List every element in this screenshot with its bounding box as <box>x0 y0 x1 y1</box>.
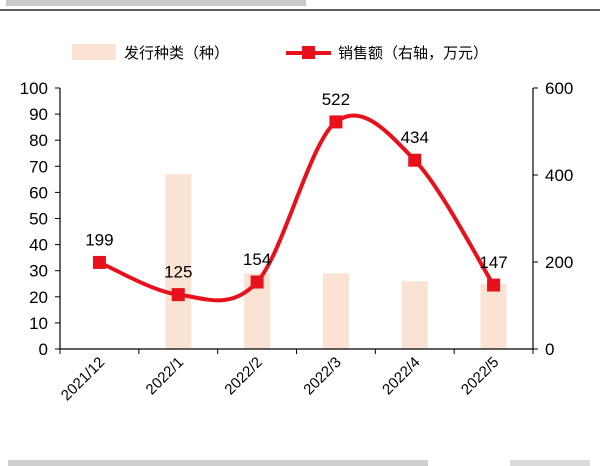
bar <box>165 174 192 349</box>
y-left-tick-label: 40 <box>29 236 48 255</box>
x-category-label: 2022/3 <box>300 354 344 398</box>
y-left-tick-label: 20 <box>29 288 48 307</box>
bar <box>322 273 349 349</box>
x-category-label: 2022/4 <box>379 354 423 398</box>
x-category-label: 2022/1 <box>143 354 187 398</box>
sales-marker <box>250 275 264 289</box>
data-label: 125 <box>164 263 192 282</box>
data-label: 199 <box>85 230 113 249</box>
y-right-tick-label: 200 <box>545 253 573 272</box>
legend-label-line: 销售额（右轴，万元） <box>338 44 488 62</box>
y-right-tick-label: 0 <box>545 340 554 359</box>
bar <box>480 283 507 349</box>
sales-marker <box>487 278 501 292</box>
y-right-tick-label: 600 <box>545 79 573 98</box>
labels-layer: 199 125 154 522 434 147 <box>85 90 508 282</box>
sales-marker <box>329 115 343 129</box>
footer-remnant <box>8 460 590 466</box>
data-label: 434 <box>401 128 429 147</box>
legend-swatch-marker <box>302 46 315 59</box>
line-layer <box>92 113 501 303</box>
legend-label-bar: 发行种类（种） <box>124 44 229 62</box>
x-category-label: 2021/12 <box>58 354 108 404</box>
sales-line <box>98 113 496 303</box>
bars-layer <box>165 174 507 349</box>
data-label: 154 <box>243 250 271 269</box>
bar <box>401 281 428 349</box>
data-label: 522 <box>322 90 350 109</box>
y-left-tick-label: 0 <box>39 340 48 359</box>
y-left-tick-label: 60 <box>29 183 48 202</box>
y-left-tick-label: 80 <box>29 131 48 150</box>
legend: 发行种类（种） 销售额（右轴，万元） <box>72 44 488 62</box>
y-left-tick-label: 100 <box>20 79 48 98</box>
header-remnant <box>0 0 600 11</box>
sales-marker <box>92 255 106 269</box>
y-left-tick-label: 10 <box>29 314 48 333</box>
y-left-tick-label: 90 <box>29 105 48 124</box>
sales-marker <box>408 153 422 167</box>
y-right-tick-label: 400 <box>545 166 573 185</box>
legend-swatch-bar <box>72 44 116 60</box>
y-left-tick-label: 30 <box>29 262 48 281</box>
x-category-label: 2022/2 <box>221 354 265 398</box>
y-left-tick-label: 70 <box>29 157 48 176</box>
x-category-label: 2022/5 <box>458 354 502 398</box>
y-left-tick-label: 50 <box>29 210 48 229</box>
sales-marker <box>171 288 185 302</box>
data-label: 147 <box>479 253 507 272</box>
